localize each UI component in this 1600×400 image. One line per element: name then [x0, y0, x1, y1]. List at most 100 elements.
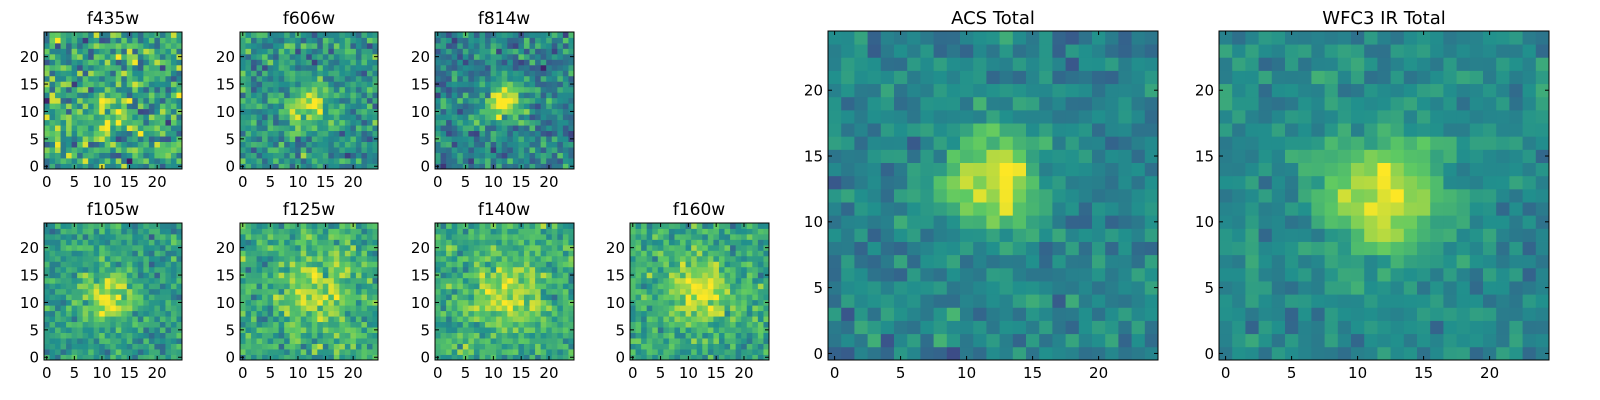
- image-pixel: [143, 283, 150, 290]
- image-pixel: [154, 255, 161, 262]
- image-pixel: [300, 125, 307, 132]
- image-pixel: [490, 233, 497, 240]
- image-pixel: [479, 310, 486, 317]
- image-pixel: [66, 152, 72, 159]
- image-pixel: [49, 53, 56, 60]
- image-pixel: [251, 108, 257, 115]
- image-pixel: [240, 233, 246, 240]
- image-pixel: [1131, 346, 1146, 361]
- image-pixel: [165, 53, 172, 60]
- image-pixel: [568, 223, 575, 229]
- image-pixel: [1131, 241, 1146, 256]
- image-pixel: [635, 299, 642, 306]
- image-pixel: [854, 294, 868, 308]
- image-pixel: [828, 294, 842, 308]
- image-pixel: [66, 141, 72, 148]
- image-pixel: [311, 136, 318, 142]
- image-pixel: [763, 294, 770, 301]
- image-pixel: [132, 81, 139, 88]
- image-pixel: [104, 163, 111, 170]
- image-pixel: [663, 332, 670, 339]
- image-pixel: [366, 349, 373, 355]
- image-pixel: [907, 267, 921, 282]
- image-pixel: [724, 228, 731, 235]
- image-pixel: [674, 233, 681, 240]
- image-pixel: [93, 266, 100, 273]
- image-pixel: [170, 228, 177, 235]
- image-pixel: [284, 321, 291, 328]
- image-pixel: [165, 261, 172, 268]
- image-pixel: [278, 75, 285, 82]
- image-pixel: [485, 316, 491, 323]
- image-pixel: [920, 294, 934, 308]
- image-pixel: [104, 239, 111, 246]
- image-pixel: [546, 130, 553, 137]
- image-pixel: [110, 97, 117, 104]
- image-pixel: [355, 75, 362, 82]
- image-pixel: [562, 108, 569, 115]
- image-pixel: [355, 277, 362, 284]
- image-pixel: [485, 86, 491, 93]
- image-pixel: [284, 349, 291, 355]
- image-pixel: [946, 175, 961, 190]
- image-pixel: [894, 215, 908, 229]
- image-pixel: [256, 244, 263, 251]
- image-pixel: [562, 114, 569, 121]
- image-pixel: [170, 141, 177, 148]
- image-pixel: [507, 114, 514, 121]
- image-pixel: [104, 310, 111, 317]
- image-pixel: [696, 310, 703, 317]
- image-pixel: [256, 81, 263, 88]
- image-pixel: [339, 228, 346, 235]
- image-pixel: [828, 175, 842, 190]
- image-pixel: [479, 332, 486, 339]
- image-pixel: [707, 244, 714, 251]
- image-pixel: [317, 327, 324, 333]
- image-pixel: [311, 354, 318, 361]
- image-pixel: [828, 333, 842, 348]
- image-pixel: [691, 250, 698, 257]
- image-pixel: [960, 202, 974, 216]
- image-pixel: [707, 316, 714, 323]
- image-pixel: [278, 250, 285, 257]
- image-pixel: [1144, 254, 1159, 269]
- image-pixel: [713, 327, 720, 333]
- image-pixel: [328, 86, 335, 93]
- image-pixel: [746, 349, 753, 355]
- image-pixel: [300, 233, 307, 240]
- image-pixel: [165, 147, 172, 153]
- image-pixel: [854, 281, 868, 295]
- image-pixel: [546, 103, 553, 110]
- image-pixel: [674, 316, 681, 323]
- image-pixel: [1039, 254, 1053, 269]
- image-pixel: [680, 228, 686, 235]
- image-pixel: [440, 32, 447, 38]
- image-pixel: [473, 349, 480, 355]
- image-pixel: [668, 250, 675, 257]
- image-pixel: [245, 97, 252, 104]
- image-pixel: [262, 255, 268, 262]
- image-pixel: [529, 32, 536, 38]
- image-pixel: [507, 103, 514, 110]
- image-pixel: [143, 321, 150, 328]
- image-pixel: [735, 283, 742, 290]
- image-pixel: [148, 97, 155, 104]
- image-pixel: [462, 141, 469, 148]
- image-pixel: [496, 233, 503, 240]
- image-pixel: [82, 283, 89, 290]
- image-pixel: [93, 48, 100, 55]
- image-pixel: [546, 305, 553, 312]
- image-pixel: [713, 233, 720, 240]
- image-pixel: [88, 299, 95, 306]
- image-pixel: [960, 241, 974, 256]
- image-pixel: [646, 305, 653, 312]
- image-pixel: [440, 250, 447, 257]
- image-pixel: [479, 42, 486, 49]
- image-pixel: [300, 147, 307, 153]
- image-pixel: [663, 233, 670, 240]
- image-pixel: [473, 316, 480, 323]
- image-pixel: [317, 136, 324, 142]
- image-pixel: [350, 338, 357, 344]
- image-pixel: [685, 288, 692, 295]
- image-pixel: [960, 320, 974, 335]
